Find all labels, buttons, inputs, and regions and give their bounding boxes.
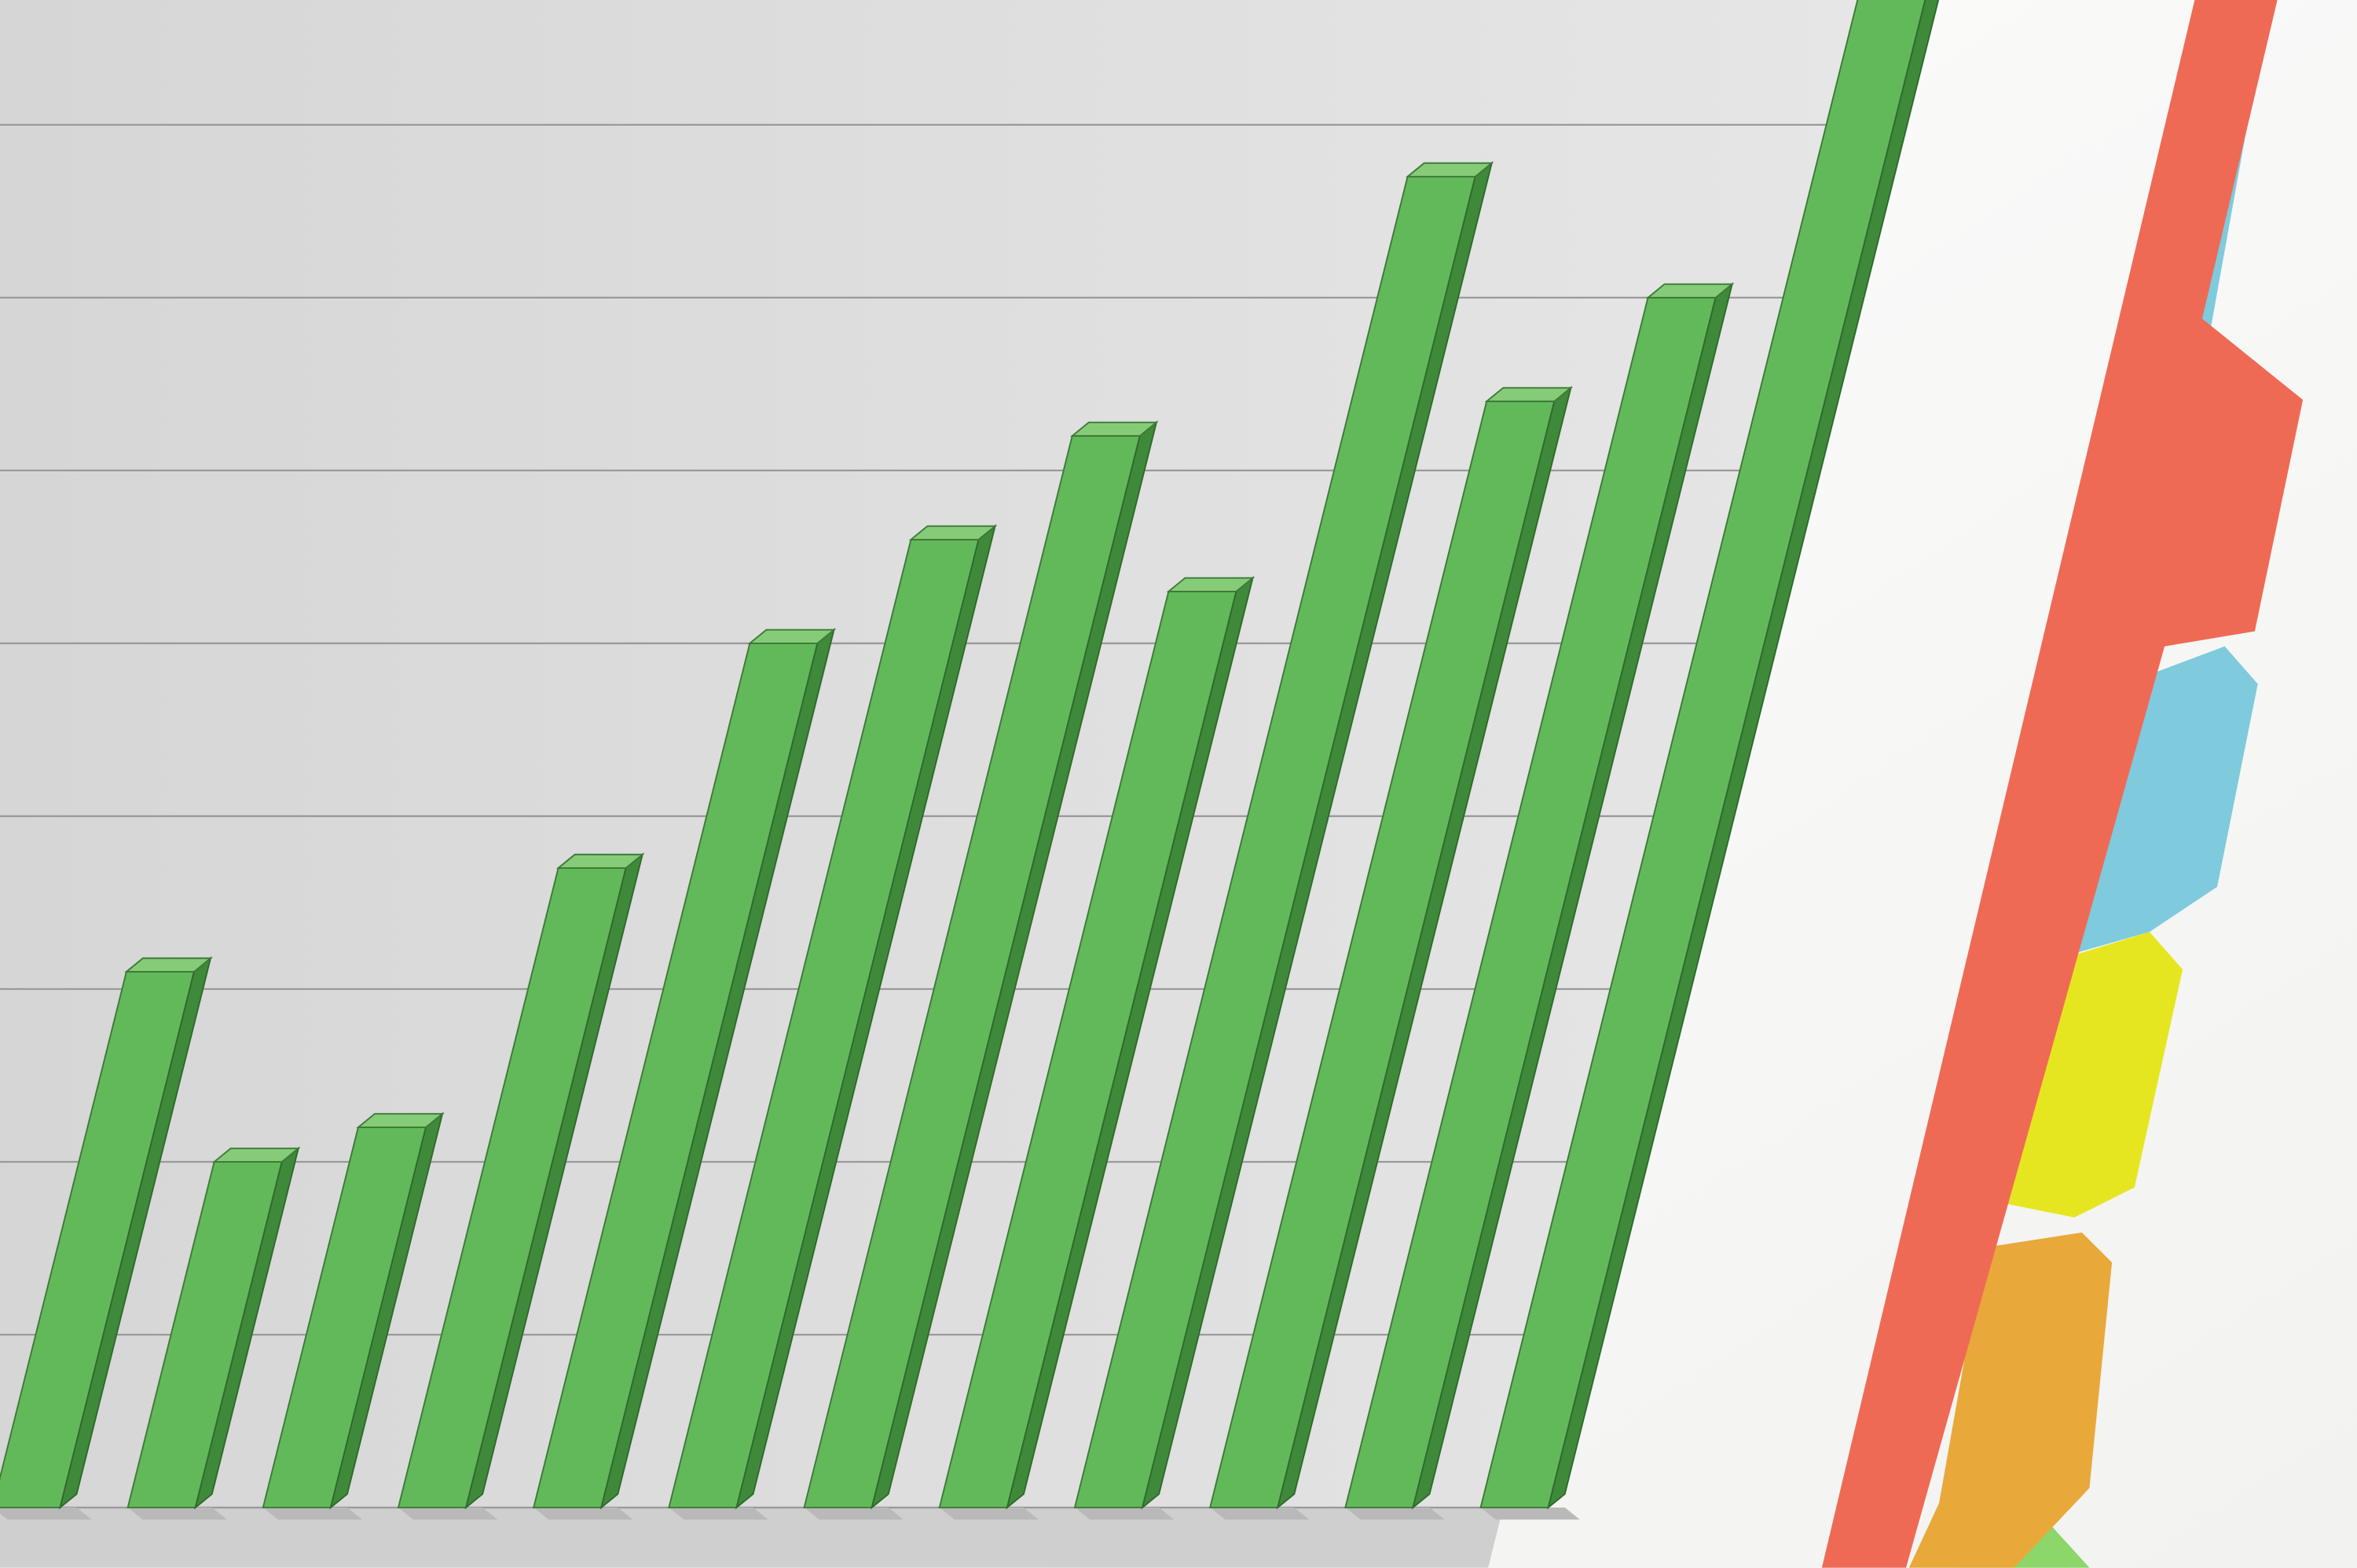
bar-top [555, 853, 645, 869]
bar-top [747, 628, 837, 644]
bar-top [908, 525, 998, 540]
bar-shadow [127, 1508, 227, 1520]
bar-shadow [804, 1508, 904, 1520]
plot-floor [0, 1508, 1504, 1568]
bar-shadow [1480, 1508, 1580, 1520]
bar-top [211, 1147, 301, 1163]
bar-shadow [0, 1508, 92, 1520]
bar-side [1547, 0, 1940, 1510]
bar [1479, 0, 1926, 1509]
bar-shadow [1074, 1508, 1175, 1520]
bar-shadow [398, 1508, 498, 1520]
bar-top [1166, 577, 1255, 592]
bar-shadow [1210, 1508, 1310, 1520]
bar-top [1070, 421, 1159, 437]
bar-shadow [669, 1508, 768, 1520]
bar-top [1405, 162, 1494, 178]
bar-shadow [262, 1508, 363, 1520]
bar-shadow [939, 1508, 1039, 1520]
bar-top [1645, 283, 1735, 299]
plot [0, 0, 1940, 1520]
bar-top [356, 1112, 445, 1128]
bar-shadow [1345, 1508, 1445, 1520]
bar-shadow [533, 1508, 633, 1520]
red-divider [1821, 0, 2304, 1568]
bar-top [1484, 387, 1574, 402]
bar-top [124, 957, 213, 973]
orange-tab [1908, 1232, 2113, 1568]
